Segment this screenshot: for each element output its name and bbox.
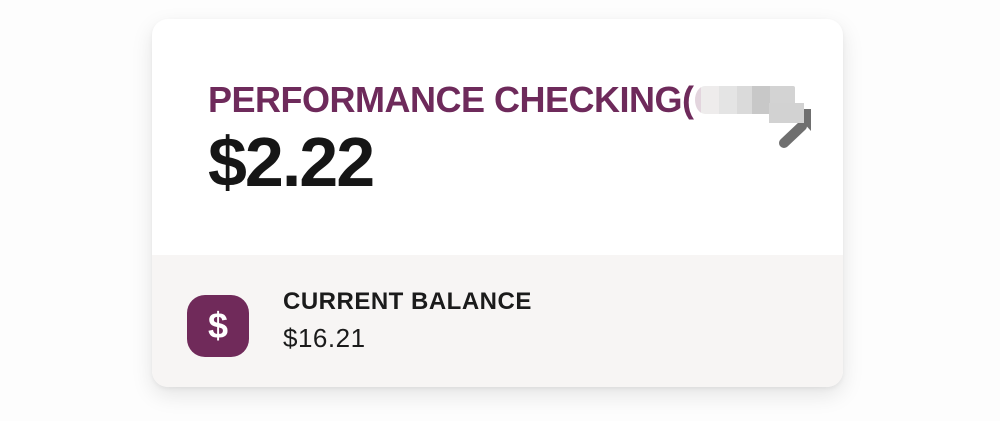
current-balance-label: CURRENT BALANCE (283, 288, 532, 315)
arrow-outward-icon[interactable] (764, 101, 819, 153)
account-title: PERFORMANCE CHECKING( (208, 79, 694, 120)
dollar-glyph: $ (207, 305, 229, 346)
account-title-row: PERFORMANCE CHECKING( (208, 82, 795, 118)
current-balance-value: $16.21 (283, 322, 366, 353)
current-balance-text: CURRENT BALANCE $16.21 (283, 288, 532, 354)
redaction-block (764, 101, 804, 123)
account-card[interactable]: PERFORMANCE CHECKING( $2.22 $ (152, 19, 843, 387)
available-balance-amount: $2.22 (208, 123, 375, 201)
current-balance-section: $ CURRENT BALANCE $16.21 (152, 255, 843, 387)
account-summary-section: PERFORMANCE CHECKING( $2.22 (152, 19, 843, 255)
dollar-sign-icon: $ (187, 295, 249, 357)
